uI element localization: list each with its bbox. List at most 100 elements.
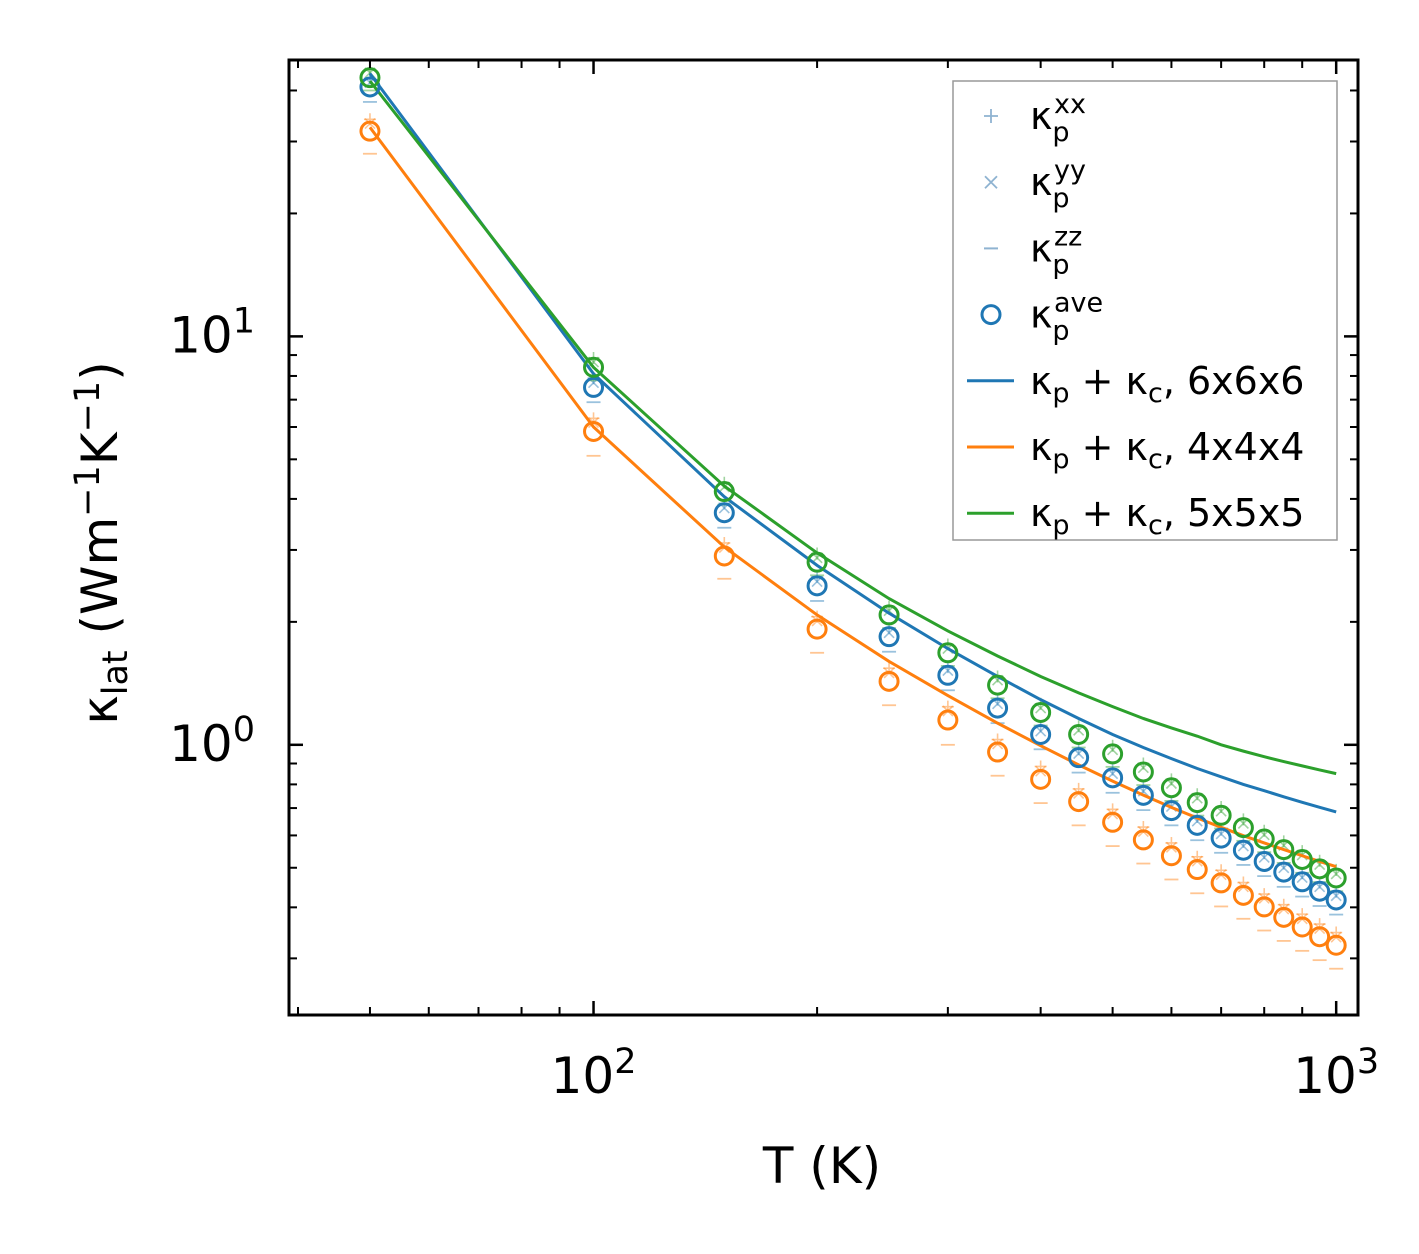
legend-label: κpxx bbox=[1030, 89, 1086, 148]
point-ave-4x4x4 bbox=[713, 545, 735, 567]
point-ave-4x4x4 bbox=[1210, 872, 1232, 894]
line-total-5x5x5 bbox=[368, 80, 1337, 776]
point-ave-6x6x6 bbox=[1273, 861, 1295, 883]
point-ave-6x6x6 bbox=[1253, 850, 1275, 872]
y-tick-label: 101 bbox=[169, 301, 255, 364]
y-label-subscript: lat bbox=[96, 650, 136, 695]
legend-label: κp + κc, 4x4x4 bbox=[1030, 425, 1304, 475]
point-ave-6x6x6 bbox=[359, 76, 381, 98]
point-ave-4x4x4 bbox=[878, 670, 900, 692]
point-ave-6x6x6 bbox=[1309, 880, 1331, 902]
point-ave-5x5x5 bbox=[937, 642, 959, 664]
point-ave-4x4x4 bbox=[987, 741, 1009, 763]
point-ave-5x5x5 bbox=[713, 481, 735, 503]
point-ave-4x4x4 bbox=[1232, 884, 1254, 906]
point-ave-5x5x5 bbox=[1210, 804, 1232, 826]
point-ave-5x5x5 bbox=[1160, 777, 1182, 799]
legend-subscript: p bbox=[1052, 378, 1069, 409]
legend-symbol: κ bbox=[1030, 160, 1052, 204]
point-ave-6x6x6 bbox=[987, 697, 1009, 719]
legend-superscript: ave bbox=[1054, 288, 1103, 319]
legend-marker-cross bbox=[984, 175, 998, 189]
point-ave-4x4x4 bbox=[583, 420, 605, 442]
point-ave-6x6x6 bbox=[1325, 889, 1347, 911]
y-tick-label-base: 10 bbox=[169, 306, 233, 364]
y-tick-label-exponent: 0 bbox=[233, 710, 255, 750]
y-tick-label-base: 10 bbox=[169, 715, 233, 773]
point-ave-6x6x6 bbox=[713, 502, 735, 524]
legend-symbol: κ bbox=[1030, 94, 1052, 138]
point-ave-5x5x5 bbox=[1186, 792, 1208, 814]
y-axis-label: κlat (Wm−1K−1) bbox=[68, 361, 136, 724]
legend-box bbox=[952, 80, 1338, 541]
point-ave-4x4x4 bbox=[806, 618, 828, 640]
point-ave-6x6x6 bbox=[1068, 747, 1090, 769]
point-ave-4x4x4 bbox=[359, 120, 381, 142]
point-ave-5x5x5 bbox=[359, 67, 381, 89]
point-ave-4x4x4 bbox=[1068, 791, 1090, 813]
point-ave-5x5x5 bbox=[1232, 817, 1254, 839]
legend-subscript: p bbox=[1052, 444, 1069, 475]
legend-subscript: p bbox=[1052, 316, 1069, 347]
point-ave-6x6x6 bbox=[1132, 784, 1154, 806]
point-ave-4x4x4 bbox=[1325, 934, 1347, 956]
x-tick-label-base: 10 bbox=[551, 1047, 615, 1105]
point-ave-6x6x6 bbox=[1030, 723, 1052, 745]
legend-symbol: κ bbox=[1030, 425, 1052, 469]
point-ave-6x6x6 bbox=[937, 664, 959, 686]
point-ave-4x4x4 bbox=[1132, 829, 1154, 851]
point-ave-6x6x6 bbox=[583, 376, 605, 398]
legend-label: κpzz bbox=[1030, 221, 1082, 280]
point-ave-5x5x5 bbox=[1325, 867, 1347, 889]
legend-symbol: κ bbox=[1030, 226, 1052, 270]
y-tick-label: 100 bbox=[169, 710, 255, 773]
y-label-units-close: ) bbox=[71, 361, 129, 381]
legend-plus-text: + κ bbox=[1070, 425, 1148, 469]
line-total-4x4x4 bbox=[368, 126, 1337, 869]
axis-ticks bbox=[289, 60, 1358, 1015]
point-ave-5x5x5 bbox=[1309, 858, 1331, 880]
legend-superscript: zz bbox=[1054, 221, 1082, 252]
point-ave-4x4x4 bbox=[1030, 768, 1052, 790]
legend-symbol: κ bbox=[1030, 491, 1052, 535]
point-ave-4x4x4 bbox=[937, 709, 959, 731]
point-ave-6x6x6 bbox=[1232, 839, 1254, 861]
legend-superscript: yy bbox=[1054, 155, 1086, 186]
point-ave-5x5x5 bbox=[1253, 828, 1275, 850]
x-tick-label: 103 bbox=[1293, 1042, 1379, 1105]
legend-symbol: κ bbox=[1030, 293, 1052, 337]
legend-label: κp + κc, 6x6x6 bbox=[1030, 359, 1304, 409]
legend-grid-text: , 6x6x6 bbox=[1163, 359, 1305, 403]
legend-plus-text: + κ bbox=[1070, 491, 1148, 535]
y-label-kappa: κ bbox=[71, 695, 129, 724]
y-label-exponent-1: −1 bbox=[68, 465, 108, 517]
x-tick-label-exponent: 3 bbox=[1357, 1042, 1379, 1082]
point-ave-5x5x5 bbox=[1102, 743, 1124, 765]
legend-subscript: p bbox=[1052, 510, 1069, 541]
legend-label: κpyy bbox=[1030, 155, 1086, 214]
point-ave-6x6x6 bbox=[806, 575, 828, 597]
x-axis-label: T (K) bbox=[762, 1137, 881, 1195]
legend-symbol: κ bbox=[1030, 359, 1052, 403]
point-ave-6x6x6 bbox=[1291, 871, 1313, 893]
point-ave-6x6x6 bbox=[1210, 827, 1232, 849]
y-label-units-open: (Wm bbox=[71, 517, 129, 651]
line-total-6x6x6 bbox=[368, 72, 1337, 814]
legend-marker-circle bbox=[980, 304, 1002, 326]
legend-subscript-c: c bbox=[1148, 378, 1163, 409]
point-ave-6x6x6 bbox=[1160, 800, 1182, 822]
point-ave-4x4x4 bbox=[1253, 896, 1275, 918]
x-tick-label-base: 10 bbox=[1293, 1047, 1357, 1105]
legend-subscript-c: c bbox=[1148, 510, 1163, 541]
point-ave-4x4x4 bbox=[1291, 916, 1313, 938]
point-ave-5x5x5 bbox=[1291, 848, 1313, 870]
series-layer bbox=[359, 63, 1347, 970]
point-ave-4x4x4 bbox=[1309, 926, 1331, 948]
point-ave-5x5x5 bbox=[1132, 761, 1154, 783]
plot-frame bbox=[287, 58, 1360, 1017]
point-ave-5x5x5 bbox=[1273, 839, 1295, 861]
legend-subscript: p bbox=[1052, 183, 1069, 214]
legend-subscript: p bbox=[1052, 249, 1069, 280]
point-ave-6x6x6 bbox=[1186, 814, 1208, 836]
